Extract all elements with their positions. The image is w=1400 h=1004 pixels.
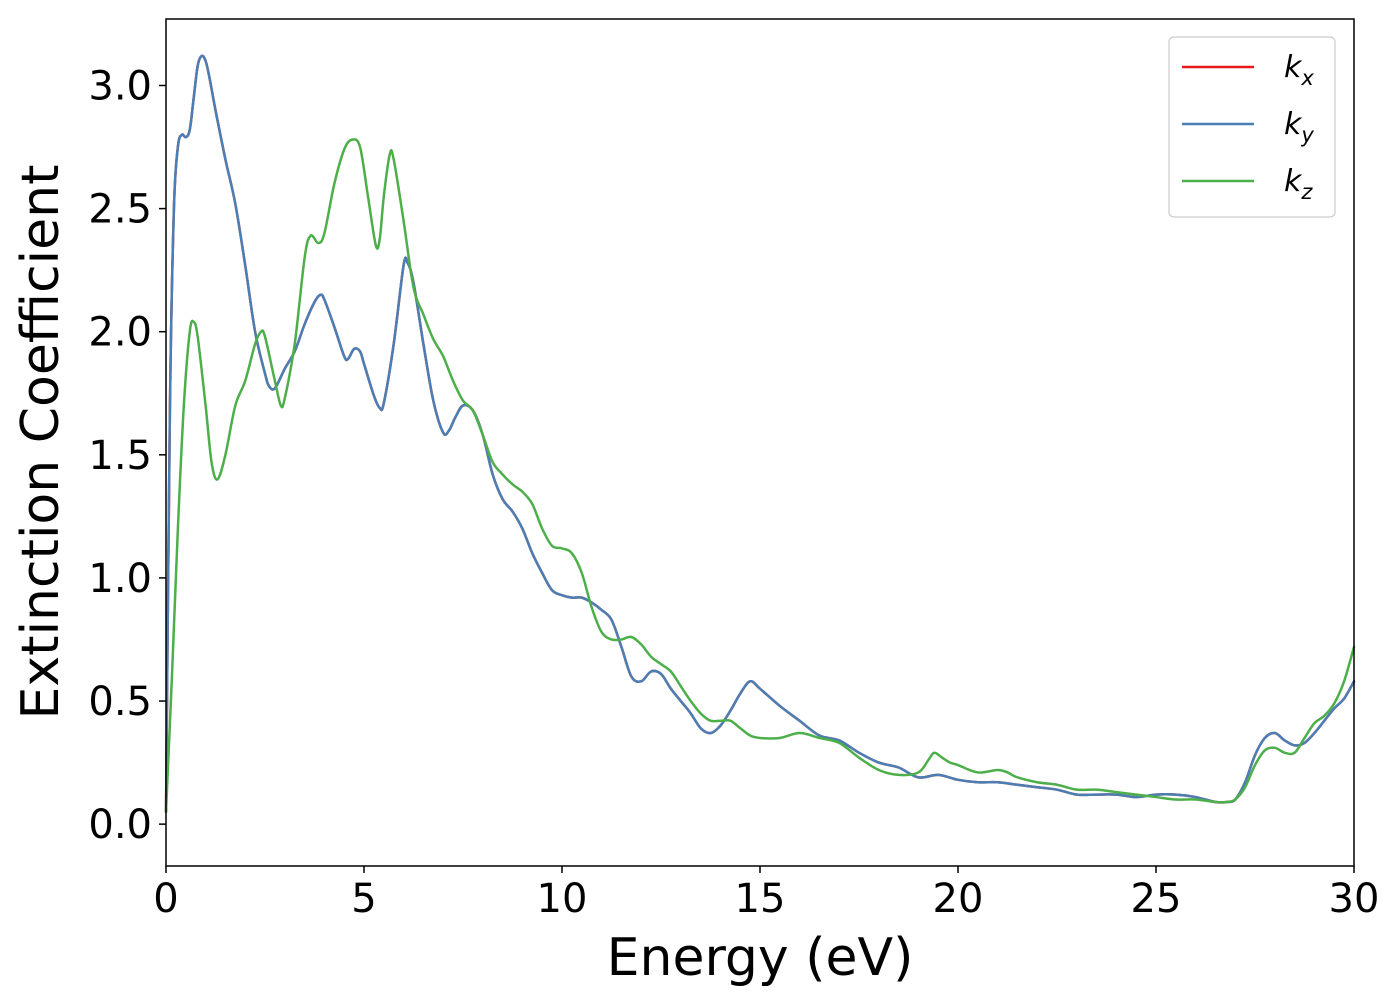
x-axis-ticks: 0 5 10 15 20 25 30 bbox=[153, 866, 1379, 922]
y-tick-label: 1.0 bbox=[88, 556, 152, 602]
x-tick-label: 25 bbox=[1131, 876, 1182, 922]
x-axis-title: Energy (eV) bbox=[607, 928, 914, 988]
y-axis-ticks: 0.0 0.5 1.0 1.5 2.0 2.5 3.0 bbox=[88, 63, 166, 848]
x-tick-label: 10 bbox=[537, 876, 588, 922]
series-line-y bbox=[164, 54, 1356, 814]
x-tick-label: 20 bbox=[933, 876, 984, 922]
x-tick-label: 30 bbox=[1329, 876, 1380, 922]
y-tick-label: 0.5 bbox=[88, 679, 152, 725]
y-axis-title: Extinction Coefficient bbox=[11, 165, 71, 720]
plot-lines bbox=[164, 54, 1356, 814]
series-line-z bbox=[164, 138, 1356, 814]
x-tick-label: 0 bbox=[153, 876, 178, 922]
legend-entries: kx ky kz bbox=[1182, 50, 1314, 204]
y-tick-label: 3.0 bbox=[88, 63, 152, 109]
x-tick-label: 15 bbox=[735, 876, 786, 922]
legend-box bbox=[1168, 36, 1336, 218]
legend: kx ky kz bbox=[1168, 36, 1336, 218]
y-tick-label: 2.0 bbox=[88, 310, 152, 356]
x-tick-label: 5 bbox=[351, 876, 376, 922]
legend-label-y: ky bbox=[1284, 107, 1314, 147]
y-tick-label: 2.5 bbox=[88, 187, 152, 233]
legend-label-z: kz bbox=[1284, 164, 1313, 204]
legend-label-x: kx bbox=[1284, 50, 1314, 90]
y-tick-label: 0.0 bbox=[88, 802, 152, 848]
y-tick-label: 1.5 bbox=[88, 433, 152, 479]
